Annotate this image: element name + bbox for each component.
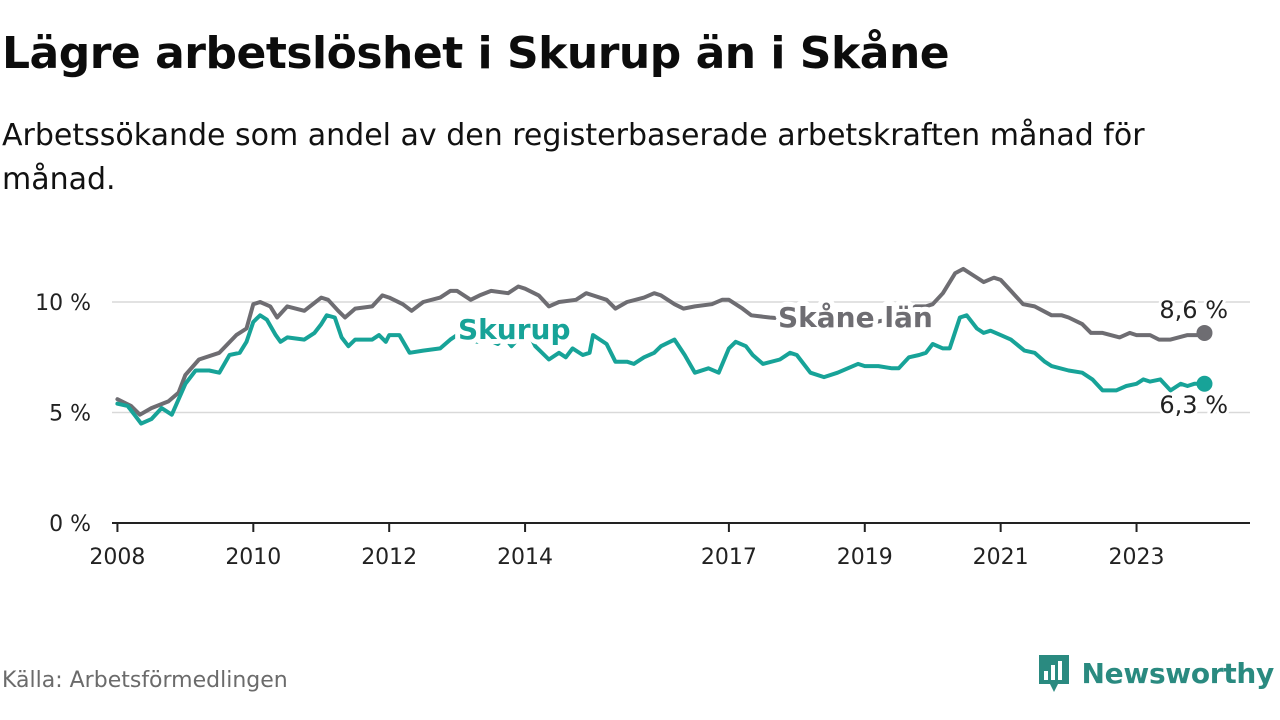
y-tick-label: 0 % <box>49 512 91 537</box>
gridlines <box>112 301 1250 414</box>
skane-series-label: Skåne län <box>778 301 933 334</box>
x-tick-label: 2023 <box>1109 545 1165 570</box>
series-lines <box>115 266 1213 426</box>
x-tick-label: 2010 <box>225 545 281 570</box>
skurup-series-line <box>115 313 1207 426</box>
newsworthy-logo-icon <box>1038 655 1069 692</box>
chart-subtitle: Arbetssökande som andel av den registerb… <box>2 118 1145 197</box>
skurup-end-label-halo: 6,3 % <box>1159 391 1228 419</box>
x-tick-label: 2017 <box>701 545 757 570</box>
skane-series-end-point <box>1196 324 1213 341</box>
y-tick-label: 5 % <box>49 402 91 427</box>
brand-name: Newsworthy <box>1081 656 1275 690</box>
brand: Newsworthy <box>1036 652 1274 694</box>
x-tick-label: 2012 <box>361 545 417 570</box>
skurup-series-label: Skurup <box>458 313 571 346</box>
source-note: Källa: Arbetsförmedlingen <box>2 668 288 693</box>
y-tick-label: 10 % <box>35 291 91 316</box>
skane-end-label-halo: 8,6 % <box>1159 296 1228 324</box>
skane-series-line <box>115 266 1207 417</box>
skurup-series-label-halo: Skurup <box>458 313 571 346</box>
skurup-series-end-point <box>1196 375 1213 392</box>
chart-title: Lägre arbetslöshet i Skurup än i Skåne <box>2 28 950 79</box>
x-tick-label: 2019 <box>837 545 893 570</box>
axes: 0 % 5 % 10 % 2008 2010 2012 2014 2017 2019 2021 20… <box>35 291 1250 570</box>
skane-series-label-halo: Skåne län <box>778 301 933 334</box>
x-tick-label: 2014 <box>497 545 553 570</box>
skane-end-label: 8,6 % <box>1159 296 1228 324</box>
skurup-end-label: 6,3 % <box>1159 391 1228 419</box>
x-tick-label: 2008 <box>89 545 145 570</box>
x-tick-label: 2021 <box>973 545 1029 570</box>
